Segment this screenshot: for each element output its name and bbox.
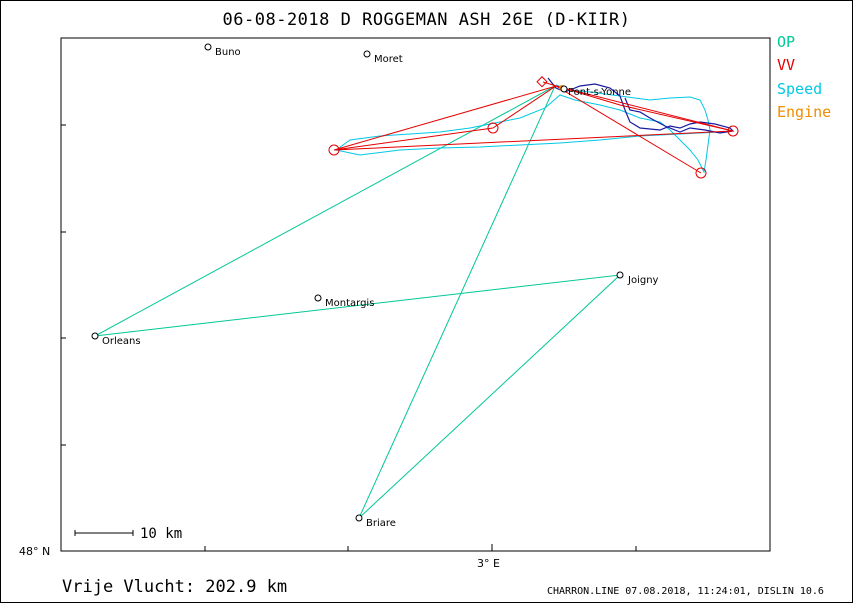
vv-secondary-line [542, 81, 734, 132]
distance-summary: Vrije Vlucht: 202.9 km [62, 577, 288, 597]
legend-vv: VV [777, 56, 796, 74]
footer-meta: CHARRON.LINE 07.08.2018, 11:24:01, DISLI… [547, 586, 824, 597]
legend-speed: Speed [777, 80, 823, 98]
town-label-pont-s-yonne: Pont-s-Yonne [568, 87, 631, 98]
town-label-moret: Moret [374, 54, 403, 65]
x-axis-label: 3° E [477, 557, 500, 570]
plot-area-border [60, 37, 771, 552]
vv-turnpoints [328, 76, 739, 179]
page-title: 06-08-2018 D ROGGEMAN ASH 26E (D-KIIR) [222, 10, 631, 30]
detailed-track [547, 77, 735, 134]
town-label-montargis: Montargis [325, 298, 374, 309]
town-labels: Buno Moret Pont-s-Yonne Montargis Joigny… [102, 47, 659, 529]
town-label-briare: Briare [366, 518, 396, 529]
axis-ticks [61, 124, 637, 552]
scale-bar [74, 530, 134, 536]
town-label-buno: Buno [215, 47, 241, 58]
scale-bar-label: 10 km [140, 526, 183, 542]
legend-op: OP [777, 33, 796, 51]
vv-task-line [333, 85, 734, 174]
town-markers [91, 43, 624, 522]
town-label-orleans: Orleans [102, 336, 141, 347]
speed-track [334, 84, 734, 174]
y-axis-label: 48° N [19, 545, 51, 558]
town-label-joigny: Joigny [627, 275, 659, 286]
legend-engine: Engine [777, 103, 832, 121]
